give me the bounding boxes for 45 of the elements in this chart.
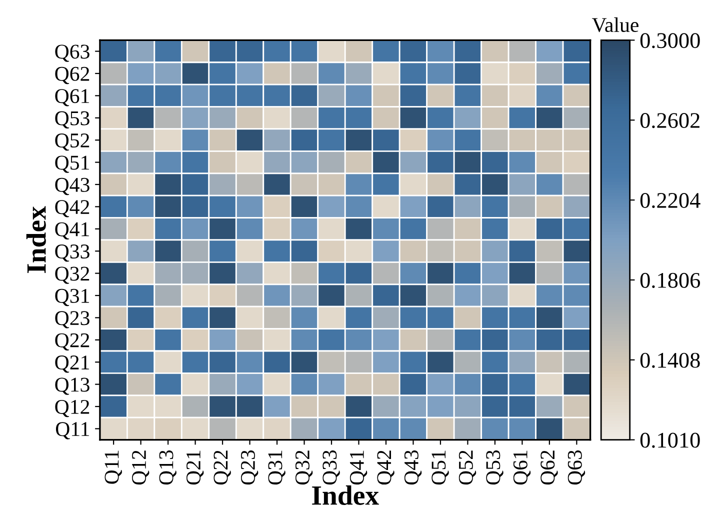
x-tick-label: Q22: [214, 450, 231, 485]
y-tick-label: Q33: [55, 244, 90, 262]
x-tick-label: Q53: [486, 450, 504, 485]
x-tick-label: Q13: [159, 450, 176, 485]
y-tick-label: Q51: [55, 156, 89, 173]
y-tick-label: Q32: [55, 266, 90, 284]
y-tick-label: Q43: [55, 178, 90, 196]
x-tick-label: Q63: [568, 450, 586, 485]
x-tick-label: Q52: [458, 450, 476, 485]
y-tick-label: Q53: [55, 111, 90, 128]
y-tick-label: Q21: [55, 356, 89, 373]
color-bar-label: 0.1806: [640, 272, 700, 288]
y-tick-label: Q31: [55, 288, 89, 306]
y-tick-label: Q63: [55, 44, 90, 62]
y-tick-label: Q61: [55, 89, 89, 106]
x-tick-label: Q43: [404, 450, 422, 485]
y-tick-label: Q13: [55, 378, 90, 395]
x-tick-label: Q32: [295, 450, 313, 485]
y-tick-label: Q42: [55, 200, 90, 218]
y-tick-label: Q41: [55, 222, 89, 240]
x-tick-label: Q61: [513, 450, 531, 485]
y-tick-label: Q22: [55, 333, 90, 351]
x-tick-label: Q11: [104, 450, 122, 484]
y-tick-label: Q52: [55, 134, 90, 151]
x-tick-label: Q21: [186, 450, 204, 485]
color-bar-label: 0.1408: [640, 352, 700, 368]
color-bar-label: 0.2602: [640, 113, 700, 128]
x-tick-label: Q12: [132, 450, 150, 485]
x-tick-label: Q42: [377, 450, 394, 485]
y-tick-label: Q23: [55, 311, 90, 328]
x-axis-title: Index: [312, 485, 379, 505]
x-tick-label: Q31: [268, 450, 286, 485]
x-tick-label: Q33: [322, 450, 340, 485]
x-tick-label: Q41: [350, 450, 368, 485]
x-tick-label: Q23: [240, 450, 258, 485]
color-bar-label: 0.2204: [640, 192, 700, 208]
y-tick-label: Q12: [55, 400, 90, 418]
x-tick-label: Q51: [432, 450, 449, 485]
color-bar-label: 0.3000: [640, 33, 700, 48]
y-tick-label: Q11: [56, 422, 89, 440]
y-tick-label: Q62: [55, 66, 90, 84]
x-tick-label: Q62: [540, 450, 558, 485]
y-axis-title: Index: [26, 206, 46, 274]
color-bar-title: Value: [592, 17, 638, 32]
color-bar-label: 0.1010: [640, 432, 700, 448]
